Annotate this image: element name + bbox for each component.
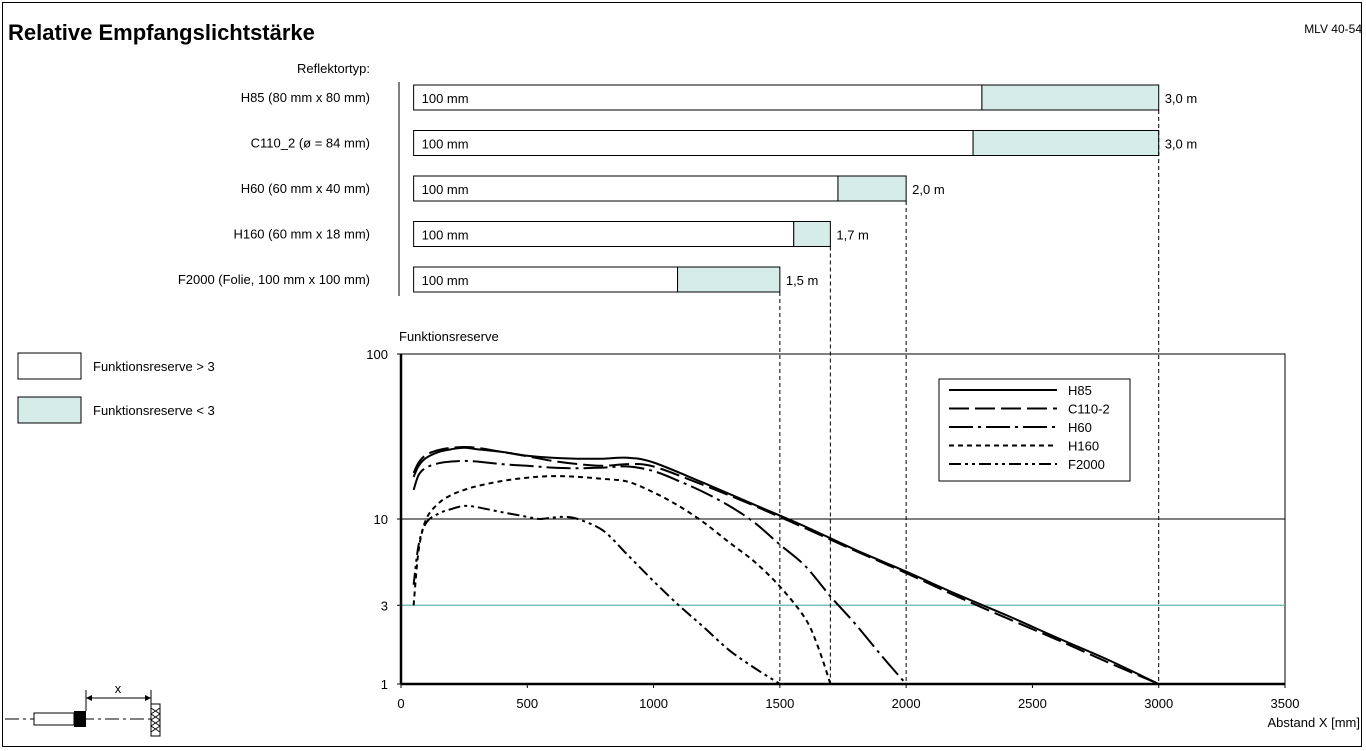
y-axis-label: Funktionsreserve xyxy=(399,329,499,344)
legend-box-high xyxy=(17,352,82,380)
reflector-name: H85 (80 mm x 80 mm) xyxy=(241,90,370,105)
bar-max-label: 3,0 m xyxy=(1165,91,1198,106)
bar-reserve-low xyxy=(837,175,907,202)
reflector-name: H160 (60 mm x 18 mm) xyxy=(233,227,370,242)
series-line-h60 xyxy=(412,459,907,685)
x-tick-label: 3000 xyxy=(1144,696,1173,711)
x-tick-label: 2000 xyxy=(892,696,921,711)
series-line-f2000 xyxy=(412,504,781,685)
bar-reserve-high xyxy=(413,175,839,202)
bar-min-label: 100 mm xyxy=(422,273,469,288)
reflector-name: F2000 (Folie, 100 mm x 100 mm) xyxy=(178,272,370,287)
bar-max-label: 1,7 m xyxy=(836,228,869,243)
model-label: MLV 40-54 xyxy=(1304,22,1362,36)
bar-min-label: 100 mm xyxy=(422,91,469,106)
x-tick-label: 500 xyxy=(516,696,538,711)
x-tick-label: 2500 xyxy=(1018,696,1047,711)
bar-reserve-high xyxy=(413,266,679,293)
bar-min-label: 100 mm xyxy=(422,182,469,197)
bar-max-label: 1,5 m xyxy=(786,273,819,288)
bar-reserve-high xyxy=(413,221,795,247)
sensor-sketch-icon: x xyxy=(5,681,161,737)
x-tick-label: 1000 xyxy=(639,696,668,711)
bar-reserve-high xyxy=(413,84,983,111)
x-tick-label: 3500 xyxy=(1271,696,1300,711)
y-tick-label: 100 xyxy=(366,347,388,362)
bar-max-label: 2,0 m xyxy=(912,182,945,197)
x-tick-label: 0 xyxy=(397,696,404,711)
legend-box-low xyxy=(17,396,82,424)
bar-min-label: 100 mm xyxy=(422,137,469,152)
legend-label-h60: H60 xyxy=(1068,420,1092,435)
page-title: Relative Empfangslichtstärke xyxy=(8,20,315,45)
series-legend: H85 C110-2 H60 H160 F2000 xyxy=(938,378,1131,482)
bar-max-label: 3,0 m xyxy=(1165,137,1198,152)
reflector-name: H60 (60 mm x 40 mm) xyxy=(241,181,370,196)
y-tick-label: 3 xyxy=(381,598,388,613)
bar-reserve-low xyxy=(677,266,781,293)
series-line-c110-2 xyxy=(412,445,1160,685)
legend-label-c110-2: C110-2 xyxy=(1068,402,1110,417)
x-tick-label: 1500 xyxy=(765,696,794,711)
legend-box-low-label: Funktionsreserve < 3 xyxy=(93,403,215,418)
legend-label-h160: H160 xyxy=(1068,439,1099,454)
series-line-h160 xyxy=(412,475,832,685)
x-axis-label: Abstand X [mm] xyxy=(1268,715,1360,730)
legend-label-h85: H85 xyxy=(1068,383,1092,398)
bar-reserve-low xyxy=(972,130,1160,156)
bar-reserve-high xyxy=(413,130,974,156)
legend-box-high-label: Funktionsreserve > 3 xyxy=(93,359,215,374)
y-tick-label: 10 xyxy=(374,512,388,527)
reflector-bars: H85 (80 mm x 80 mm) 100 mm 3,0 m C110_2 (ø … xyxy=(178,84,1198,293)
bar-reserve-low xyxy=(793,221,831,247)
y-tick-label: 1 xyxy=(381,677,388,692)
bar-reserve-low xyxy=(981,84,1160,111)
bar-min-label: 100 mm xyxy=(422,228,469,243)
svg-text:x: x xyxy=(115,681,122,696)
reflector-header: Reflektortyp: xyxy=(297,61,370,76)
legend-label-f2000: F2000 xyxy=(1068,457,1105,472)
reflector-name: C110_2 (ø = 84 mm) xyxy=(251,136,370,151)
series-line-h85 xyxy=(412,446,1160,685)
